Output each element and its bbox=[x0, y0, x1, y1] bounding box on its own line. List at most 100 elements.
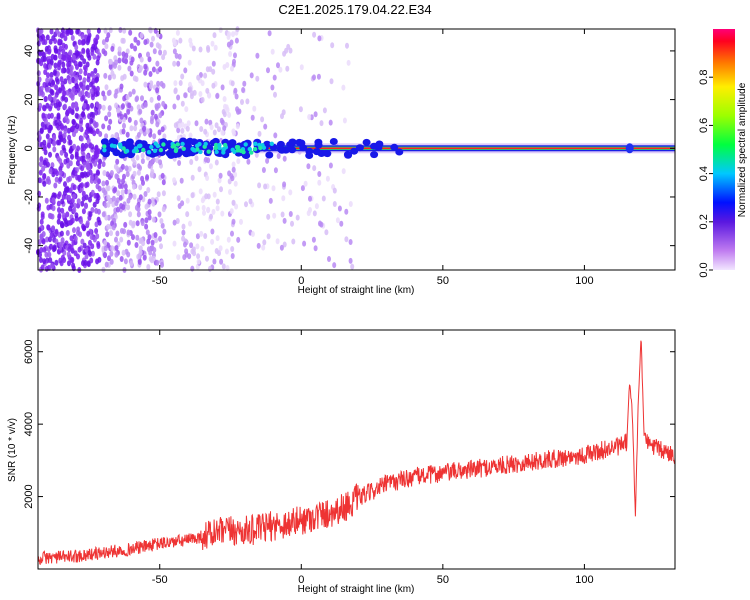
spectrogram-cell bbox=[136, 163, 141, 170]
spectrogram-cell bbox=[83, 259, 88, 266]
ridge-blob bbox=[159, 138, 168, 146]
spectrogram-cell bbox=[119, 203, 124, 209]
ridge-blob bbox=[281, 146, 290, 154]
spectrogram-cell bbox=[147, 209, 152, 216]
spectrogram-cell bbox=[86, 137, 91, 144]
spectrogram-cell bbox=[178, 37, 183, 44]
spectrogram-cell bbox=[123, 258, 128, 265]
spectrogram-cell bbox=[140, 220, 145, 227]
spectrogram-cell bbox=[282, 241, 287, 248]
spectrogram-cell bbox=[103, 50, 108, 57]
spectrogram-cell bbox=[194, 155, 199, 162]
ridge-blob-core bbox=[249, 150, 254, 155]
spectrogram-cell bbox=[230, 80, 235, 87]
spectrogram-cell bbox=[183, 67, 188, 74]
spectrogram-cell bbox=[44, 251, 49, 258]
spectrogram-cell bbox=[66, 251, 71, 258]
spectrogram-cell bbox=[89, 88, 94, 95]
spectrogram-cell bbox=[227, 31, 231, 38]
spectrogram-cell bbox=[198, 46, 203, 53]
spectrogram-cell bbox=[69, 235, 74, 242]
spectrogram-cell bbox=[47, 212, 52, 219]
snr-y-tick-label: 6000 bbox=[23, 339, 35, 363]
spectrogram-cell bbox=[190, 265, 195, 272]
spectrogram-cell bbox=[48, 124, 53, 131]
ridge-blob bbox=[344, 151, 353, 159]
spectrogram-cell bbox=[200, 80, 205, 87]
spectrogram-cell bbox=[63, 35, 68, 42]
spectrogram-cell bbox=[121, 51, 126, 58]
spectrogram-cell bbox=[230, 253, 235, 259]
spectrogram-cell bbox=[109, 170, 114, 176]
spectrogram-cell bbox=[152, 133, 157, 140]
spectrogram-cell bbox=[330, 42, 335, 49]
spectrogram-cell bbox=[239, 218, 243, 225]
spectrogram-cell bbox=[72, 202, 77, 209]
spectrogram-cell bbox=[103, 72, 108, 79]
spectrogram-cell bbox=[231, 199, 236, 206]
spectrogram-cell bbox=[86, 52, 91, 59]
spectrogram-cell bbox=[172, 240, 177, 247]
spectrogram-cell bbox=[45, 133, 50, 140]
spectrogram-cell bbox=[245, 98, 250, 105]
spectrogram-cell bbox=[126, 239, 131, 246]
spectrogram-cell bbox=[172, 177, 177, 184]
spectrogram-cell bbox=[107, 174, 112, 180]
spectrogram-cell bbox=[96, 170, 100, 176]
spectrogram-cell bbox=[71, 54, 76, 61]
spectrogram-cell bbox=[92, 130, 97, 137]
spectrogram-cell bbox=[48, 151, 52, 158]
spectrogram-cell bbox=[282, 217, 287, 224]
spectrogram-cell bbox=[79, 171, 84, 178]
spectrogram-cell bbox=[48, 105, 53, 112]
spectrogram-cell bbox=[61, 61, 66, 68]
spectrogram-cell bbox=[86, 72, 91, 79]
spectrogram-cell bbox=[195, 233, 200, 240]
spectrogram-cell bbox=[227, 112, 232, 118]
spectrogram-cell bbox=[43, 63, 48, 69]
spectrogram-cell bbox=[119, 113, 124, 120]
ridge-blob bbox=[186, 137, 194, 145]
spectrogram-cell bbox=[134, 242, 139, 248]
spectrogram-cell bbox=[281, 195, 286, 202]
spectrogram-cell bbox=[43, 96, 48, 102]
spectrogram-cell bbox=[82, 102, 87, 109]
spectrogram-cell bbox=[107, 111, 112, 118]
spectrogram-cell bbox=[316, 73, 321, 80]
spectrogram-cell bbox=[110, 245, 115, 252]
ridge-blob bbox=[395, 148, 404, 156]
colorbar-label: Normalized spectral amplitude bbox=[737, 82, 748, 217]
spectrogram-cell bbox=[102, 251, 107, 258]
spectrogram-cell bbox=[55, 71, 60, 77]
spectrogram-cell bbox=[101, 104, 106, 111]
ridge-blob-core bbox=[213, 142, 219, 148]
spectrogram-cell bbox=[173, 88, 178, 95]
spectrogram-cell bbox=[196, 74, 201, 81]
spectrogram-cell bbox=[209, 213, 213, 220]
spectrogram-cell bbox=[56, 218, 61, 225]
spectrogram-cell bbox=[75, 28, 80, 35]
spectrogram-cell bbox=[149, 41, 154, 48]
spectrogram-cell bbox=[321, 195, 326, 202]
spectrogram-cell bbox=[136, 253, 141, 260]
spectrogram-cell bbox=[153, 113, 158, 120]
ridge-blob-core bbox=[191, 148, 197, 153]
spectrogram-cell bbox=[215, 93, 220, 99]
ridge-blob-core bbox=[258, 145, 263, 151]
spectrogram-cell bbox=[73, 235, 78, 242]
spectrogram-cell bbox=[39, 247, 44, 253]
spectrogram-cell bbox=[188, 132, 193, 139]
spectrogram-cell bbox=[332, 187, 337, 194]
spectrogram-cell bbox=[90, 111, 95, 118]
spectrogram-cell bbox=[132, 159, 137, 166]
spectrogram-cell bbox=[197, 166, 202, 173]
spectrogram-cell bbox=[203, 72, 208, 79]
spectrogram-cell bbox=[97, 163, 102, 170]
ridge-blob bbox=[287, 140, 296, 147]
spectrogram-cell bbox=[200, 245, 205, 252]
spectrogram-cell bbox=[47, 63, 52, 70]
snr-plot-area bbox=[38, 330, 675, 569]
spectrogram-cell bbox=[155, 42, 160, 49]
ridge-blob-core bbox=[214, 149, 219, 155]
